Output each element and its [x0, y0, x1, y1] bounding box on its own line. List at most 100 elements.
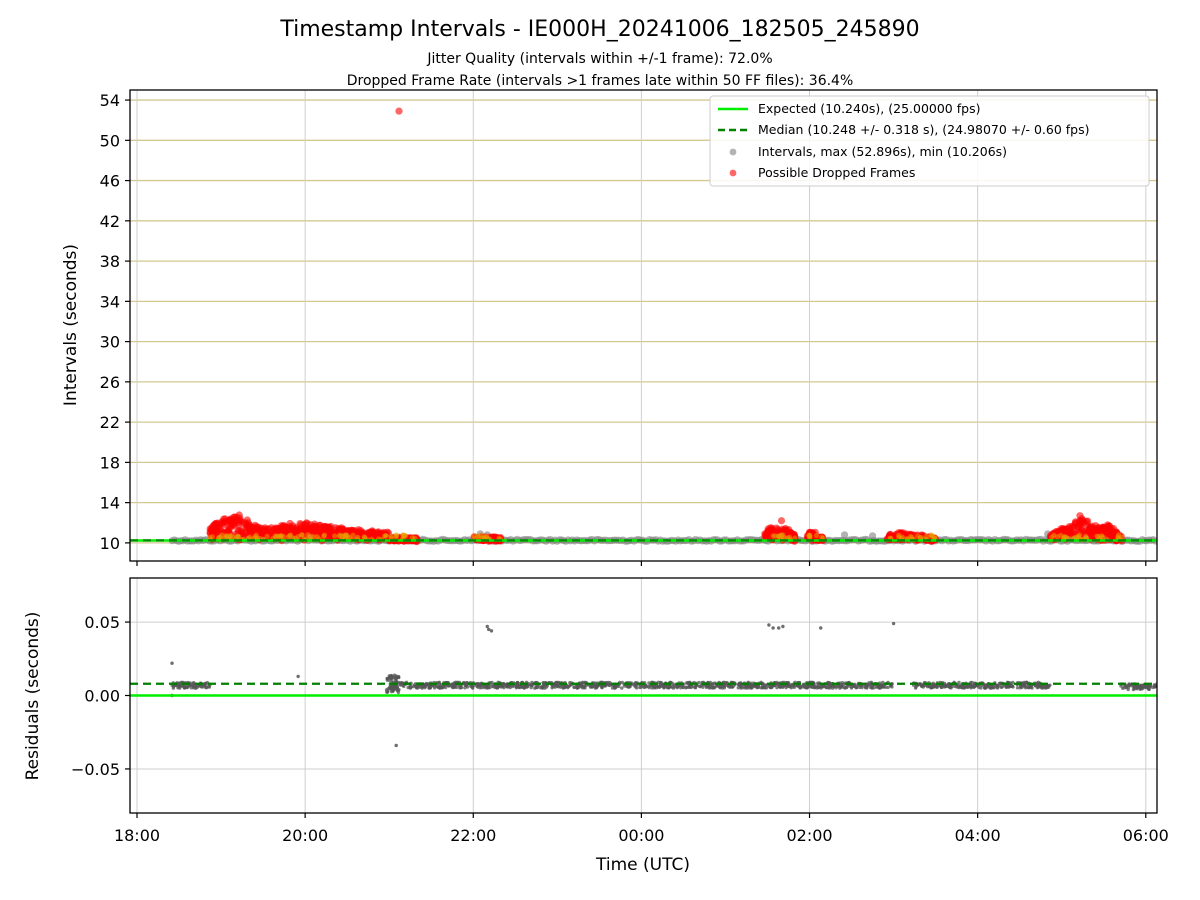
dropped-frame-point — [209, 526, 217, 534]
residual-point — [1124, 686, 1129, 690]
dropped-frame-point — [314, 534, 320, 540]
residual-point — [697, 680, 701, 685]
residual-point — [517, 685, 521, 690]
dropped-frame-point — [388, 535, 394, 541]
upper-y-tick-label: 46 — [100, 172, 120, 191]
dropped-frame-point — [342, 532, 348, 538]
residual-point — [891, 621, 896, 626]
residual-point — [817, 685, 821, 689]
residual-point — [867, 681, 871, 685]
residual-point — [970, 684, 974, 688]
residual-point — [1015, 686, 1020, 690]
dropped-frame-point — [324, 528, 333, 536]
residual-point — [1041, 684, 1045, 689]
x-tick-label: 20:00 — [282, 826, 328, 845]
dropped-frame-point — [471, 533, 477, 539]
residual-point — [593, 683, 598, 688]
chart-subtitle-dropped: Dropped Frame Rate (intervals >1 frames … — [347, 73, 854, 89]
residual-point — [422, 684, 426, 689]
upper-y-tick-label: 10 — [100, 534, 120, 553]
residual-point — [489, 629, 494, 633]
residual-point — [485, 624, 489, 629]
residual-point — [608, 680, 612, 685]
residual-point — [668, 685, 673, 689]
dropped-frame-point — [819, 534, 825, 540]
residual-point — [572, 685, 576, 690]
residual-point — [748, 682, 753, 686]
residual-point — [777, 626, 781, 630]
residual-point — [1004, 684, 1009, 688]
residual-point — [543, 681, 547, 685]
residual-point — [967, 684, 972, 688]
residual-point — [296, 674, 300, 679]
residual-point — [577, 684, 581, 688]
residual-point — [1011, 680, 1015, 685]
dropped-frame-point — [1061, 533, 1067, 540]
residual-point — [486, 627, 491, 632]
legend-dropped-swatch — [729, 169, 737, 177]
residual-point — [539, 685, 544, 690]
residual-point — [406, 685, 410, 690]
residual-point — [860, 685, 864, 690]
residual-point — [394, 686, 399, 690]
residual-point — [804, 685, 808, 690]
residual-point — [787, 684, 792, 689]
residual-point — [1019, 684, 1023, 689]
legend-dropped-label: Possible Dropped Frames — [758, 165, 915, 180]
x-tick-label: 06:00 — [1123, 826, 1169, 845]
residual-point — [204, 685, 209, 690]
residual-point — [763, 686, 767, 690]
residual-point — [414, 686, 419, 690]
residual-point — [447, 684, 451, 688]
residual-point — [1132, 685, 1137, 689]
chart-title: Timestamp Intervals - IE000H_20241006_18… — [279, 17, 919, 42]
residual-point — [536, 685, 540, 689]
residual-point — [711, 681, 715, 686]
dropped-frame-point — [305, 532, 311, 538]
dropped-frame-point — [354, 528, 363, 536]
residual-point — [686, 681, 690, 686]
residual-point — [870, 686, 874, 690]
dropped-frame-point — [321, 532, 328, 538]
residual-point — [396, 674, 401, 679]
residual-point — [983, 683, 988, 687]
dropped-frame-point — [1059, 526, 1067, 534]
upper-axes-frame — [129, 89, 1158, 562]
upper-y-tick-label: 14 — [100, 494, 120, 513]
chart-subtitle-jitter: Jitter Quality (intervals within +/-1 fr… — [426, 51, 772, 67]
lower-y-axis-label: Residuals (seconds) — [23, 612, 43, 781]
residual-point — [681, 685, 685, 689]
residual-point — [396, 688, 401, 693]
dropped-frame-point — [400, 532, 406, 538]
residual-point — [192, 686, 196, 690]
residual-point — [170, 661, 174, 665]
residual-point — [441, 685, 445, 689]
residual-point — [730, 685, 734, 689]
dropped-frame-point — [1082, 534, 1089, 540]
residual-point — [989, 686, 993, 690]
dropped-frame-point — [350, 532, 356, 538]
residual-point — [824, 685, 828, 689]
upper-y-tick-label: 50 — [100, 131, 120, 150]
residual-point — [801, 685, 805, 689]
residual-point — [688, 684, 692, 688]
residual-point — [958, 684, 963, 688]
residual-point — [390, 674, 394, 679]
dropped-frame-point — [1049, 534, 1055, 540]
dropped-frame-point — [362, 535, 368, 541]
dropped-frame-point — [337, 532, 343, 538]
dropped-frame-point — [1105, 522, 1113, 530]
residual-point — [620, 680, 624, 685]
x-tick-label: 04:00 — [955, 826, 1001, 845]
dropped-frame-point — [219, 532, 225, 538]
residual-point — [529, 683, 534, 687]
residual-point — [475, 681, 480, 686]
residual-point — [792, 684, 796, 688]
residual-point — [1037, 685, 1041, 689]
lower-y-tick-label: 0.00 — [84, 687, 120, 706]
residual-point — [1139, 683, 1144, 687]
residual-point — [487, 685, 492, 690]
residual-point — [593, 686, 598, 690]
dropped-frame-point — [298, 532, 305, 538]
upper-y-tick-label: 54 — [100, 91, 120, 110]
